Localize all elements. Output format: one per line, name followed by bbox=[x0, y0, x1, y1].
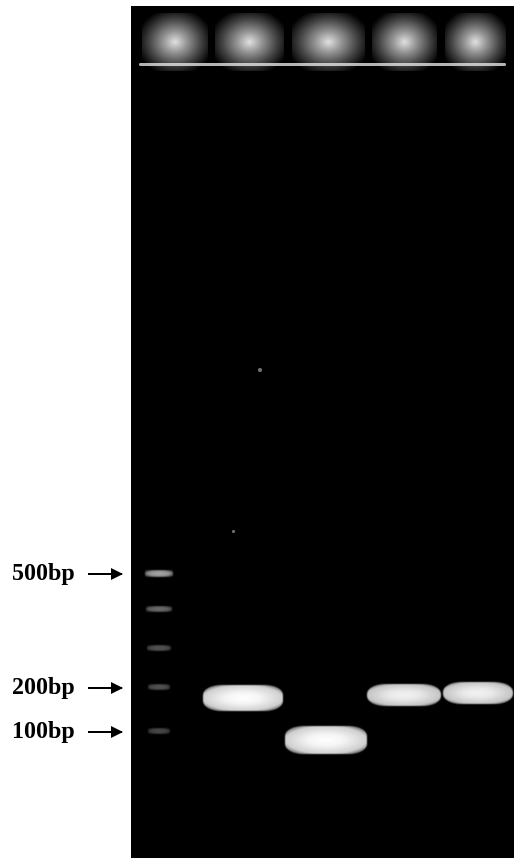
band-lane2 bbox=[285, 726, 367, 754]
gel-area bbox=[131, 6, 514, 858]
size-label-500bp: 500bp bbox=[12, 560, 75, 587]
size-label-200bp: 200bp bbox=[12, 674, 75, 701]
arrow-200bp bbox=[88, 687, 122, 689]
arrow-500bp bbox=[88, 573, 122, 575]
ladder-band-100bp bbox=[148, 728, 170, 734]
ladder-band-200bp bbox=[148, 684, 170, 690]
ladder-band-500bp bbox=[145, 570, 173, 577]
figure-canvas: 500bp 200bp 100bp bbox=[0, 0, 520, 862]
ladder-band-300bp bbox=[147, 645, 171, 651]
size-label-100bp: 100bp bbox=[12, 718, 75, 745]
gel-speck bbox=[258, 368, 262, 372]
band-lane3 bbox=[367, 684, 441, 706]
gel-well-underline bbox=[139, 63, 507, 66]
gel-wells-region bbox=[131, 13, 514, 71]
gel-speck bbox=[232, 530, 235, 533]
ladder-band-400bp bbox=[146, 606, 172, 612]
band-lane4 bbox=[443, 682, 513, 704]
band-lane1 bbox=[203, 685, 283, 711]
arrow-100bp bbox=[88, 731, 122, 733]
